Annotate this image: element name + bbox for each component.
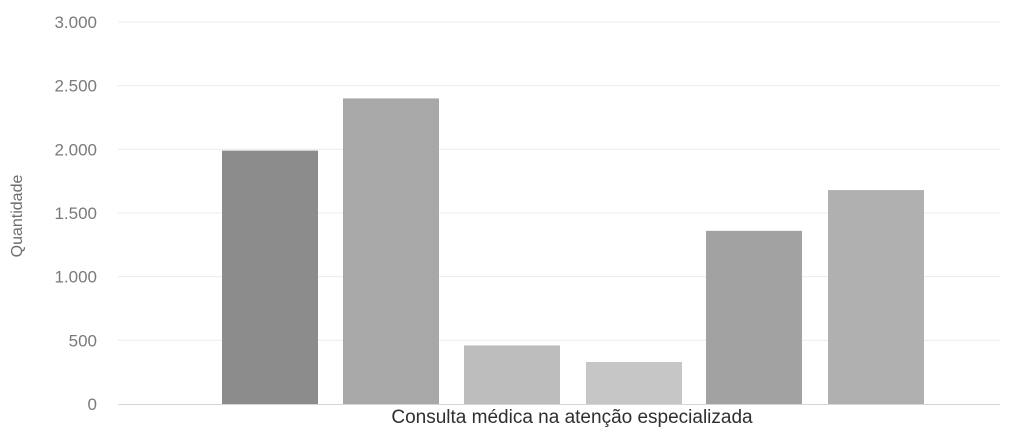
bar [222, 150, 318, 404]
y-tick-label: 2.500 [54, 77, 97, 96]
bar [706, 230, 802, 404]
bar [464, 345, 560, 404]
bar [586, 361, 682, 404]
bars [222, 98, 924, 405]
y-tick-label: 1.000 [54, 268, 97, 287]
y-tick-label: 3.000 [54, 13, 97, 32]
y-axis-ticks: 0 500 1.000 1.500 2.000 2.500 3.000 [54, 13, 97, 414]
category-label: Consulta médica na atenção especializada [391, 407, 753, 428]
bar [828, 190, 924, 404]
y-tick-label: 500 [69, 331, 97, 350]
y-tick-label: 2.000 [54, 140, 97, 159]
bar [343, 98, 439, 405]
y-axis-title: Quantidade [9, 175, 26, 258]
y-tick-label: 1.500 [54, 204, 97, 223]
y-tick-label: 0 [88, 395, 97, 414]
